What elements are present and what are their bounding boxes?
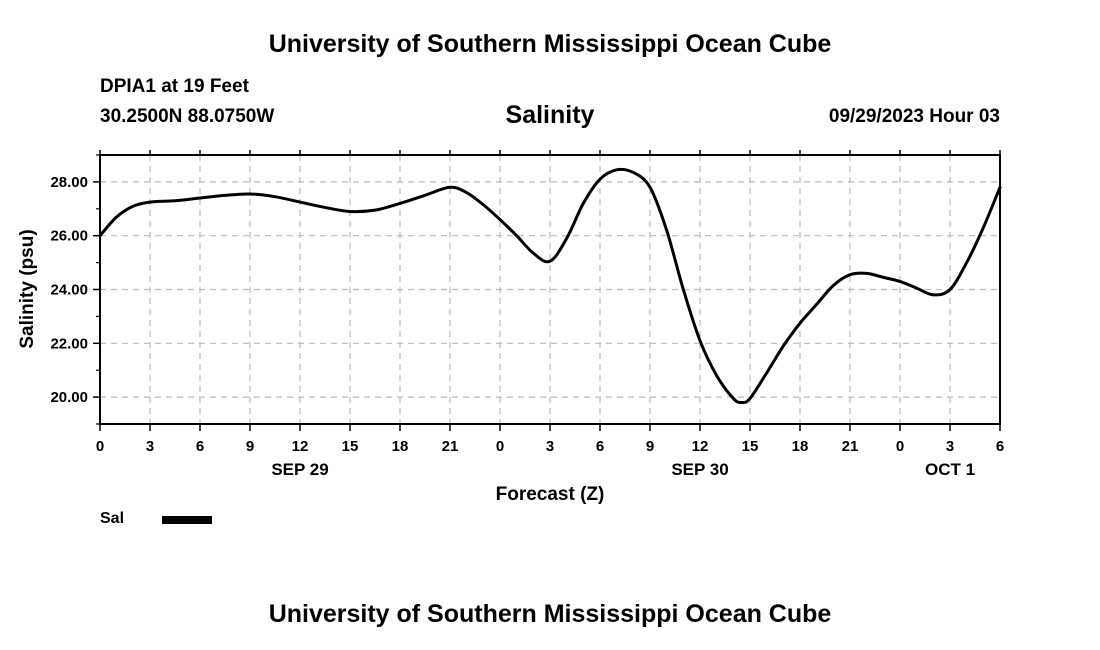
x-tick-label: 9: [646, 438, 654, 455]
x-tick-label: 3: [546, 438, 554, 455]
x-tick-label: 15: [342, 438, 359, 455]
x-axis-label: Forecast (Z): [496, 484, 605, 505]
x-tick-label: 21: [842, 438, 859, 455]
x-tick-label: 21: [442, 438, 459, 455]
x-tick-label: 18: [792, 438, 809, 455]
x-tick-label: 6: [196, 438, 204, 455]
plot-frame: [99, 154, 1001, 425]
y-tick-label: 26.00: [50, 228, 88, 245]
x-tick-label: 15: [742, 438, 759, 455]
x-tick-label: 0: [96, 438, 104, 455]
y-tick-label: 24.00: [50, 282, 88, 299]
station-label: DPIA1 at 19 Feet: [100, 76, 249, 97]
y-tick-label: 22.00: [50, 335, 88, 352]
parameter-title: Salinity: [505, 101, 595, 129]
y-tick-label: 28.00: [50, 174, 88, 191]
x-tick-label: 0: [496, 438, 504, 455]
x-date-label: SEP 30: [671, 460, 728, 479]
y-tick-label: 20.00: [50, 389, 88, 406]
x-date-label: SEP 29: [271, 460, 328, 479]
series-line-sal: [98, 167, 1002, 405]
x-tick-label: 3: [146, 438, 154, 455]
station-coordinates: 30.2500N 88.0750W: [100, 106, 275, 127]
chart-title: University of Southern Mississippi Ocean…: [268, 30, 832, 58]
axes: 0 3 6 9 12 15 18 21 0 3 6 9 12 15 18 21 0 3 6 SEP 29 SEP 30 O…: [50, 150, 1004, 479]
x-tick-label: 12: [292, 438, 309, 455]
x-tick-label: 12: [692, 438, 709, 455]
x-tick-label: 9: [246, 438, 254, 455]
forecast-run-time: 09/29/2023 Hour 03: [828, 106, 1000, 127]
x-tick-label: 6: [596, 438, 604, 455]
grid-lines: [100, 155, 1000, 424]
footer-title: University of Southern Mississippi Ocean…: [268, 600, 832, 628]
x-date-label: OCT 1: [925, 460, 975, 479]
series-layer: [98, 167, 1002, 405]
x-tick-label: 0: [896, 438, 904, 455]
x-tick-label: 18: [392, 438, 409, 455]
x-tick-label: 6: [996, 438, 1004, 455]
x-tick-label: 3: [946, 438, 954, 455]
legend-label: Sal: [100, 510, 125, 527]
y-axis-label: Salinity (psu): [17, 229, 38, 348]
